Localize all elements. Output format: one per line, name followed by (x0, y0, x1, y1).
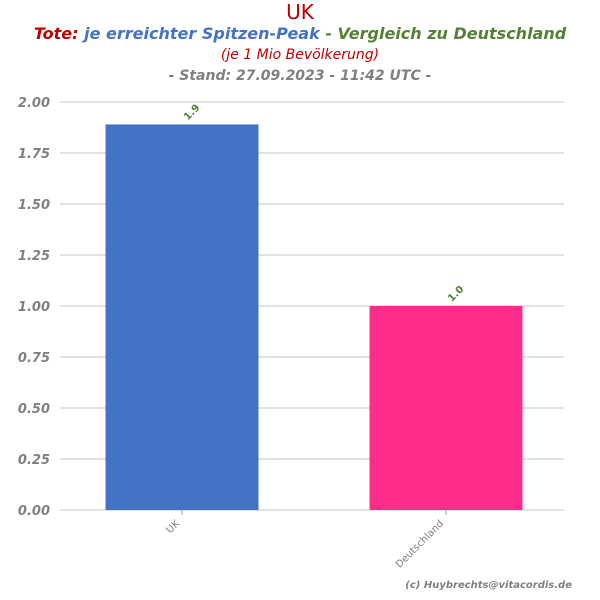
y-tick-label: 1.00 (18, 300, 50, 315)
chart-title-part2: je erreichter Spitzen-Peak (84, 24, 320, 43)
bar-deutschland (369, 306, 523, 510)
y-tick-label: 0.50 (18, 402, 50, 417)
data-label-deutschland: 1.0 (446, 284, 466, 304)
chart-timestamp: - Stand: 27.09.2023 - 11:42 UTC - (168, 68, 432, 84)
y-tick-label: 0.75 (18, 351, 50, 366)
chart-country-title: UK (286, 0, 314, 24)
chart-subtitle: (je 1 Mio Bevölkerung) (220, 47, 380, 63)
y-tick-label: 1.50 (18, 198, 50, 213)
y-tick-label: 0.00 (18, 504, 50, 519)
chart-title-part3: - Vergleich zu Deutschland (325, 24, 567, 43)
bar-uk (105, 124, 259, 510)
copyright-credit: (c) Huybrechts@vitacordis.de (405, 580, 572, 591)
bars (105, 124, 523, 510)
x-axis-ticks: UK Deutschland (165, 510, 447, 570)
data-label-uk: 1.9 (182, 102, 202, 122)
x-tick-label: Deutschland (394, 518, 446, 570)
y-tick-label: 0.25 (18, 453, 50, 468)
chart-title-part1: Tote: (33, 24, 79, 43)
x-tick-label: UK (165, 518, 183, 536)
y-axis-ticks: 0.00 0.25 0.50 0.75 1.00 1.25 1.50 1.75 2.00 (18, 96, 50, 519)
y-tick-label: 1.75 (18, 147, 50, 162)
chart-title: Tote: je erreichter Spitzen-Peak - Vergl… (0, 24, 600, 43)
y-tick-label: 1.25 (18, 249, 50, 264)
y-tick-label: 2.00 (18, 96, 50, 111)
